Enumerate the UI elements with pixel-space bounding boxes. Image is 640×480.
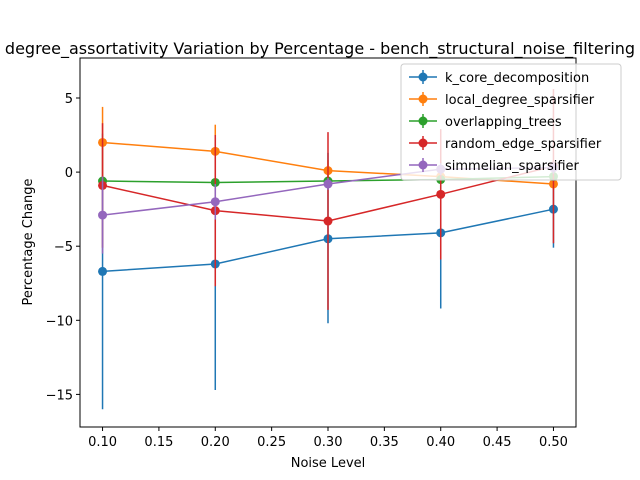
y-tick-label: 0: [65, 166, 73, 181]
legend-marker: [418, 160, 428, 170]
legend-item: overlapping_trees: [409, 114, 562, 130]
legend-item: simmelian_sparsifier: [409, 158, 580, 174]
data-point: [98, 210, 108, 220]
y-tick-label: −15: [46, 388, 73, 403]
legend: k_core_decomposition local_degree_sparsif…: [400, 63, 622, 181]
y-tick-label: −10: [46, 314, 73, 329]
chart-title: degree_assortativity Variation by Percen…: [5, 39, 635, 59]
x-axis: 0.10 0.15 0.20 0.25 0.30 0.35 0.40 0.45 0.50: [88, 427, 568, 450]
x-tick-label: 0.50: [539, 435, 568, 450]
x-tick-label: 0.45: [483, 435, 512, 450]
legend-marker: [418, 72, 428, 82]
data-point: [436, 189, 446, 199]
x-tick-label: 0.10: [88, 435, 117, 450]
legend-marker: [418, 116, 428, 126]
x-tick-label: 0.20: [201, 435, 230, 450]
legend-label: overlapping_trees: [445, 115, 562, 130]
data-point: [98, 266, 108, 276]
y-axis-label: Percentage Change: [21, 178, 36, 305]
legend-box: [400, 63, 622, 181]
y-tick-label: −5: [54, 240, 73, 255]
x-tick-label: 0.25: [257, 435, 286, 450]
x-tick-label: 0.35: [370, 435, 399, 450]
legend-item: k_core_decomposition: [409, 70, 589, 86]
x-tick-label: 0.15: [144, 435, 173, 450]
data-point: [323, 179, 333, 189]
legend-label: k_core_decomposition: [445, 71, 589, 86]
legend-label: local_degree_sparsifier: [445, 93, 595, 108]
data-point: [323, 216, 333, 226]
legend-item: random_edge_sparsifier: [409, 136, 602, 152]
data-point: [210, 197, 220, 207]
x-tick-label: 0.30: [314, 435, 343, 450]
legend-marker: [418, 138, 428, 148]
y-axis: −15 −10 −5 0 5: [46, 92, 80, 403]
legend-marker: [418, 94, 428, 104]
legend-label: random_edge_sparsifier: [445, 137, 602, 152]
legend-item: local_degree_sparsifier: [409, 92, 595, 108]
x-tick-label: 0.40: [426, 435, 455, 450]
y-tick-label: 5: [65, 92, 73, 107]
x-axis-label: Noise Level: [291, 456, 366, 471]
legend-label: simmelian_sparsifier: [445, 159, 580, 174]
